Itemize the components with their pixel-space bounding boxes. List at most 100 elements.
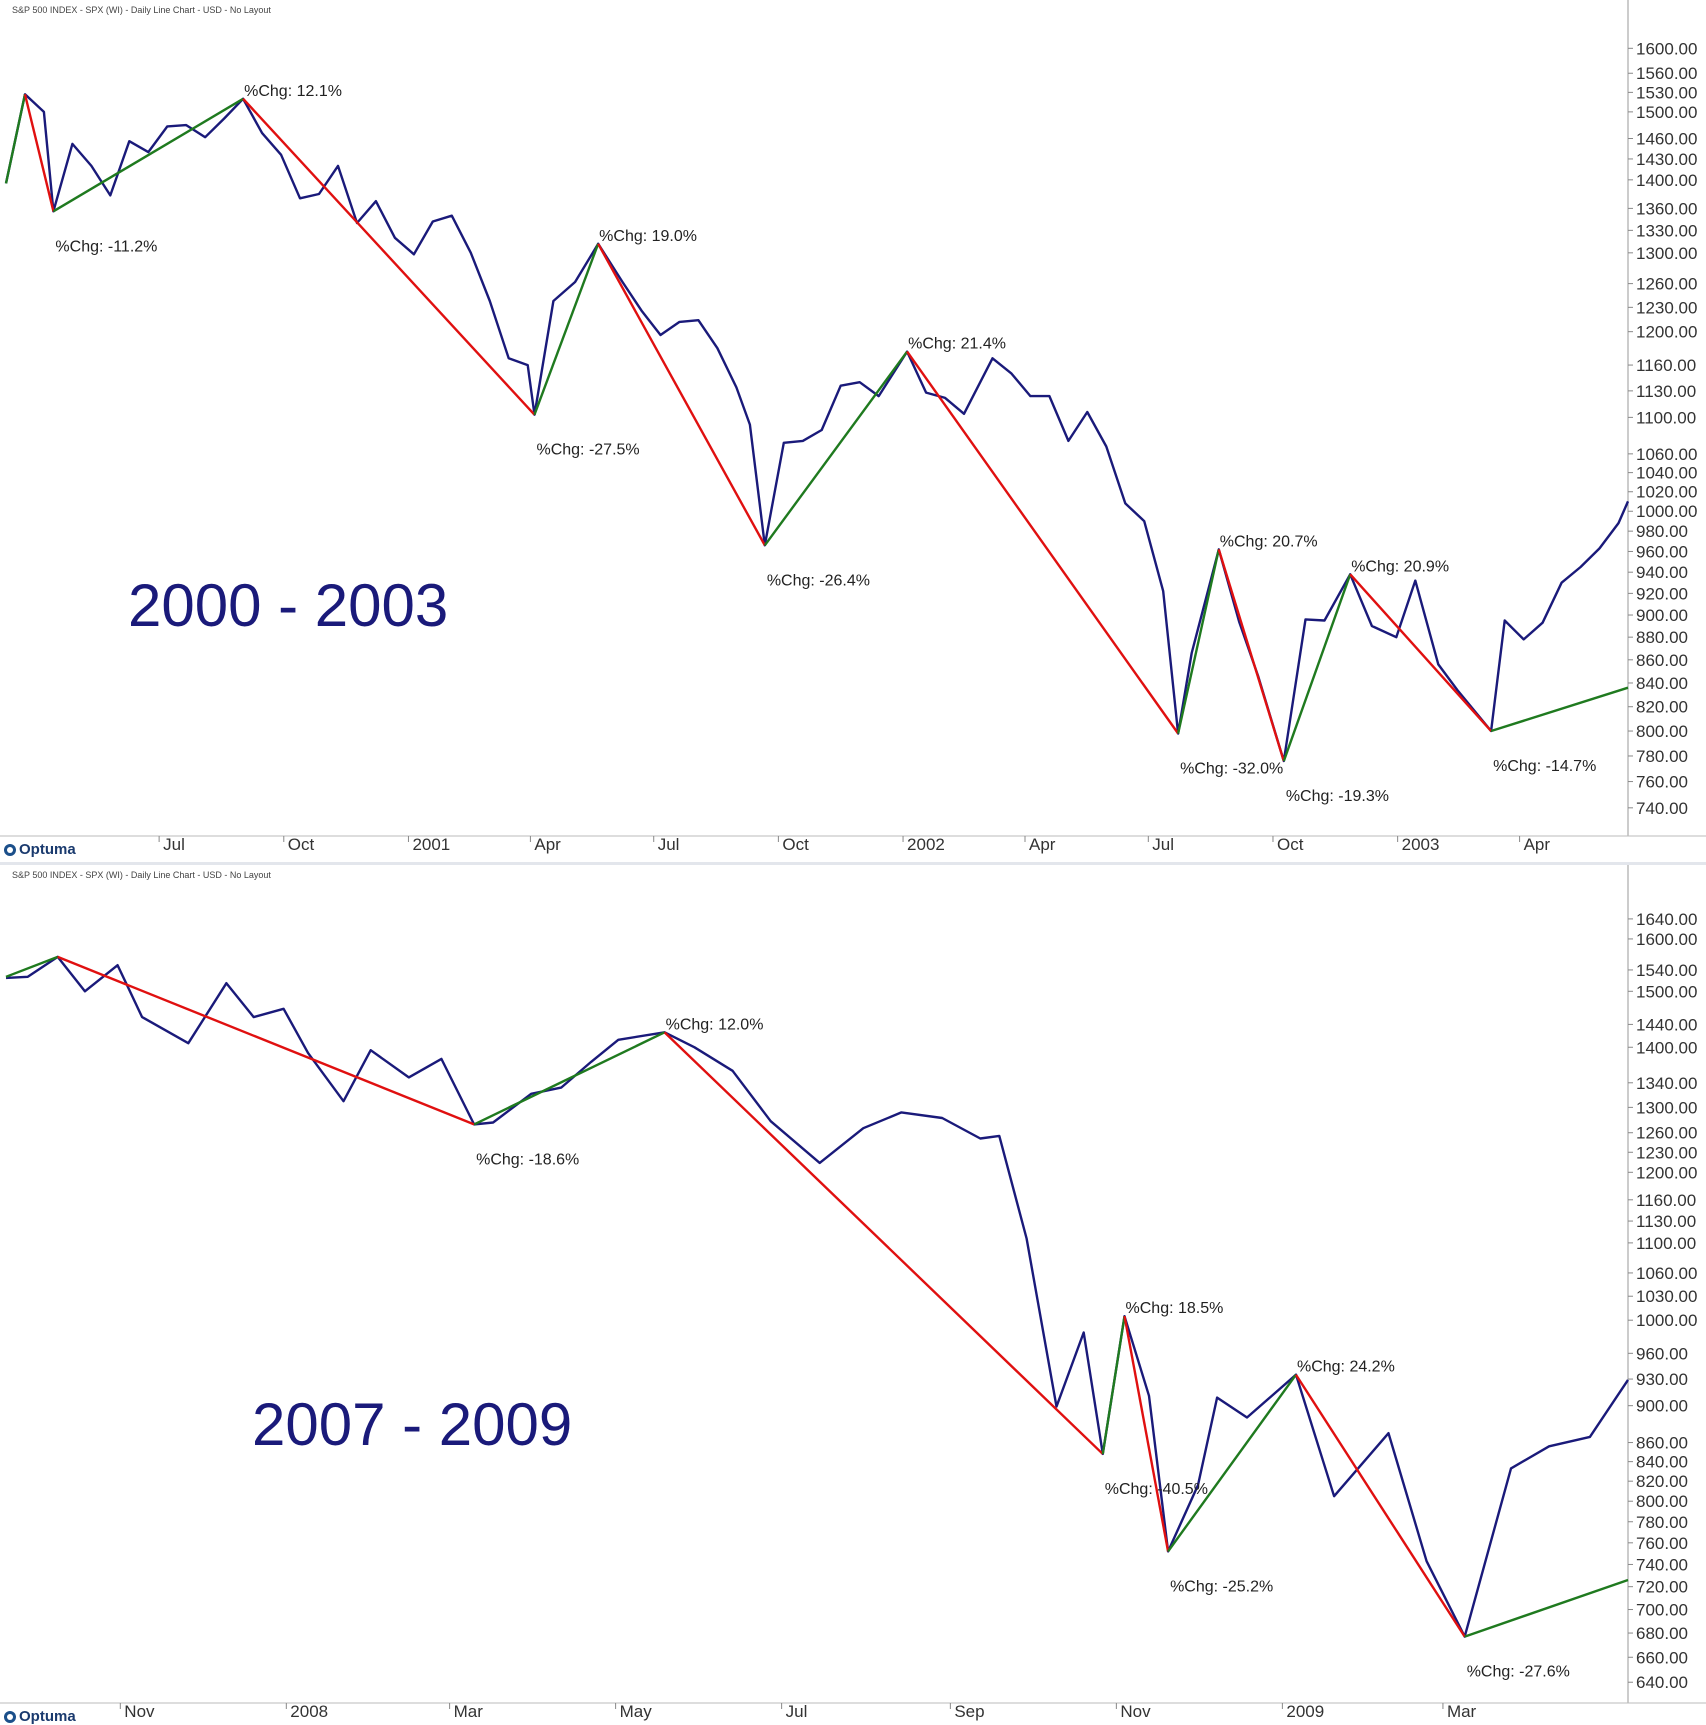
rally-swing-line [4,94,27,184]
y-tick-label: 640.00 [1636,1673,1688,1692]
y-tick-label: 1060.00 [1636,1264,1697,1283]
decline-swing-line [1123,1315,1170,1552]
x-tick-label: Oct [1277,835,1304,854]
y-tick-label: 860.00 [1636,651,1688,670]
y-tick-label: 1040.00 [1636,464,1697,483]
y-tick-label: 760.00 [1636,773,1688,792]
y-tick-label: 1540.00 [1636,961,1697,980]
chart-header: S&P 500 INDEX - SPX (WI) - Daily Line Ch… [12,5,271,15]
rally-swing-line [1101,1315,1126,1455]
y-tick-label: 930.00 [1636,1370,1688,1389]
y-tick-label: 1300.00 [1636,244,1697,263]
y-tick-label: 680.00 [1636,1624,1688,1643]
y-tick-label: 1340.00 [1636,1074,1697,1093]
y-tick-label: 1530.00 [1636,83,1697,102]
y-tick-label: 1430.00 [1636,150,1697,169]
pct-change-annotation: %Chg: -26.4% [767,572,870,589]
rally-swing-line [1464,1578,1629,1638]
decline-swing-line [57,955,475,1126]
rally-swing-line [473,1031,666,1126]
y-tick-label: 1000.00 [1636,502,1697,521]
rally-swing-line [5,955,59,978]
x-tick-label: Sep [954,1702,984,1721]
y-tick-label: 1600.00 [1636,930,1697,949]
y-tick-label: 720.00 [1636,1578,1688,1597]
y-tick-label: 1560.00 [1636,64,1697,83]
y-tick-label: 780.00 [1636,1513,1688,1532]
chart-panel-2007-2009: S&P 500 INDEX - SPX (WI) - Daily Line Ch… [0,862,1706,1725]
y-tick-label: 1030.00 [1636,1287,1697,1306]
x-tick-label: Mar [454,1702,484,1721]
y-tick-label: 960.00 [1636,542,1688,561]
rally-swing-line [1282,573,1352,762]
price-series-line [4,93,1630,763]
y-tick-label: 1400.00 [1636,1038,1697,1057]
y-tick-label: 780.00 [1636,747,1688,766]
y-tick-label: 1200.00 [1636,323,1697,342]
x-tick-label: May [620,1702,653,1721]
y-tick-label: 1130.00 [1636,382,1696,401]
pct-change-annotation: %Chg: 12.0% [666,1016,764,1033]
y-tick-label: 740.00 [1636,1555,1688,1574]
y-tick-label: 1330.00 [1636,221,1697,240]
chart-header: S&P 500 INDEX - SPX (WI) - Daily Line Ch… [12,870,271,880]
y-tick-label: 860.00 [1636,1434,1688,1453]
pct-change-annotation: %Chg: -27.5% [536,442,639,459]
y-tick-label: 900.00 [1636,1397,1688,1416]
y-tick-label: 820.00 [1636,698,1688,717]
x-tick-label: Jul [163,835,185,854]
y-tick-label: 920.00 [1636,584,1688,603]
rally-swing-line [1176,549,1220,734]
x-tick-label: Oct [782,835,809,854]
pct-change-annotation: %Chg: 19.0% [599,228,697,245]
y-tick-label: 900.00 [1636,606,1688,625]
y-tick-label: 840.00 [1636,1453,1688,1472]
pct-change-annotation: %Chg: -11.2% [55,238,157,255]
y-tick-label: 1400.00 [1636,171,1697,190]
x-tick-label: Nov [1120,1702,1151,1721]
price-series-line [5,955,1629,1638]
y-tick-label: 1460.00 [1636,130,1697,149]
y-tick-label: 1260.00 [1636,1124,1697,1143]
decline-swing-line [23,94,55,212]
chart-panel-2000-2003: S&P 500 INDEX - SPX (WI) - Daily Line Ch… [0,0,1706,858]
x-tick-label: Apr [534,835,561,854]
y-tick-label: 1230.00 [1636,298,1697,317]
x-tick-label: 2008 [290,1702,328,1721]
pct-change-annotation: %Chg: -40.5% [1105,1481,1208,1498]
y-tick-label: 1440.00 [1636,1015,1697,1034]
x-tick-label: Nov [124,1702,155,1721]
y-tick-label: 1020.00 [1636,483,1697,502]
optuma-logo-icon [4,1710,16,1723]
y-tick-label: 1100.00 [1636,408,1696,427]
x-tick-label: 2009 [1286,1702,1324,1721]
decline-swing-line [1349,573,1493,732]
brand-name: Optuma [19,1708,76,1725]
pct-change-annotation: %Chg: -32.0% [1180,761,1283,778]
decline-swing-line [242,98,536,416]
y-tick-label: 1130.00 [1636,1212,1696,1231]
y-tick-label: 1260.00 [1636,275,1697,294]
x-tick-label: Jul [786,1702,808,1721]
y-tick-label: 1600.00 [1636,39,1697,58]
x-tick-label: Apr [1524,835,1551,854]
y-tick-label: 1640.00 [1636,910,1697,929]
optuma-logo-icon [4,843,16,856]
y-tick-label: 700.00 [1636,1601,1688,1620]
x-tick-label: 2003 [1402,835,1440,854]
y-tick-label: 1360.00 [1636,199,1697,218]
x-tick-label: Apr [1029,835,1056,854]
pct-change-annotation: %Chg: -27.6% [1467,1664,1570,1681]
decline-swing-line [1294,1374,1466,1638]
x-tick-label: Mar [1447,1702,1477,1721]
rally-swing-line [763,350,909,547]
y-tick-label: 760.00 [1636,1534,1688,1553]
y-tick-label: 740.00 [1636,799,1688,818]
brand-name: Optuma [19,841,76,858]
x-tick-label: Jul [658,835,680,854]
pct-change-annotation: %Chg: -14.7% [1493,758,1596,775]
y-tick-label: 1160.00 [1636,356,1696,375]
brand-logo: Optuma [4,1708,76,1725]
